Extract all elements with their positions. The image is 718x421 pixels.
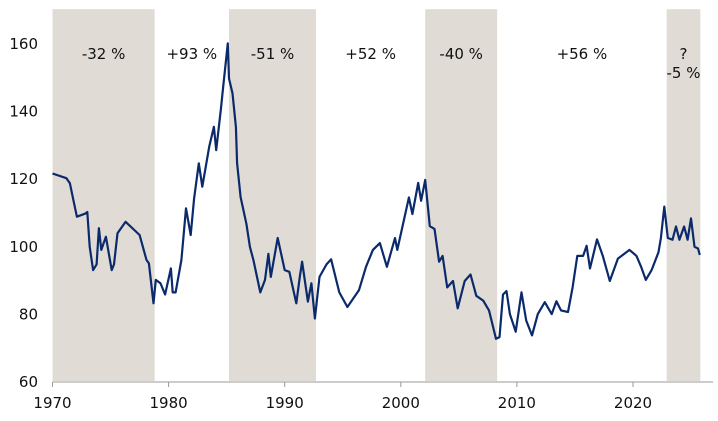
period-change-label: +56 % <box>557 45 608 63</box>
period-change-label: -40 % <box>439 45 483 63</box>
shaded-band <box>53 9 155 381</box>
period-bands <box>53 9 701 381</box>
x-tick-label: 1980 <box>150 394 188 412</box>
x-axis: 1970 1980 1990 2000 2010 2020 <box>33 382 713 412</box>
y-tick-label: 100 <box>9 238 38 256</box>
period-change-label: ? <box>680 45 688 63</box>
period-annotations: -32 % +93 % -51 % +52 % -40 % +56 %?-5 % <box>82 45 701 82</box>
y-tick-label: 80 <box>19 305 38 323</box>
period-change-label: +93 % <box>166 45 217 63</box>
y-tick-label: 160 <box>9 35 38 53</box>
x-tick-label: 2020 <box>614 394 652 412</box>
y-tick-label: 140 <box>9 103 38 121</box>
x-tick-label: 1970 <box>33 394 71 412</box>
x-tick-label: 1990 <box>266 394 304 412</box>
x-tick-label: 2000 <box>382 394 420 412</box>
y-tick-label: 120 <box>9 170 38 188</box>
y-axis: 60 80 100 120 140 160 <box>9 35 38 391</box>
y-tick-label: 60 <box>19 373 38 391</box>
period-change-label: -32 % <box>82 45 126 63</box>
x-tick-label: 2010 <box>498 394 536 412</box>
period-change-label: -51 % <box>251 45 295 63</box>
shaded-band <box>425 9 497 381</box>
period-change-label-secondary: -5 % <box>667 64 701 82</box>
period-change-label: +52 % <box>345 45 396 63</box>
shaded-band <box>229 9 316 381</box>
